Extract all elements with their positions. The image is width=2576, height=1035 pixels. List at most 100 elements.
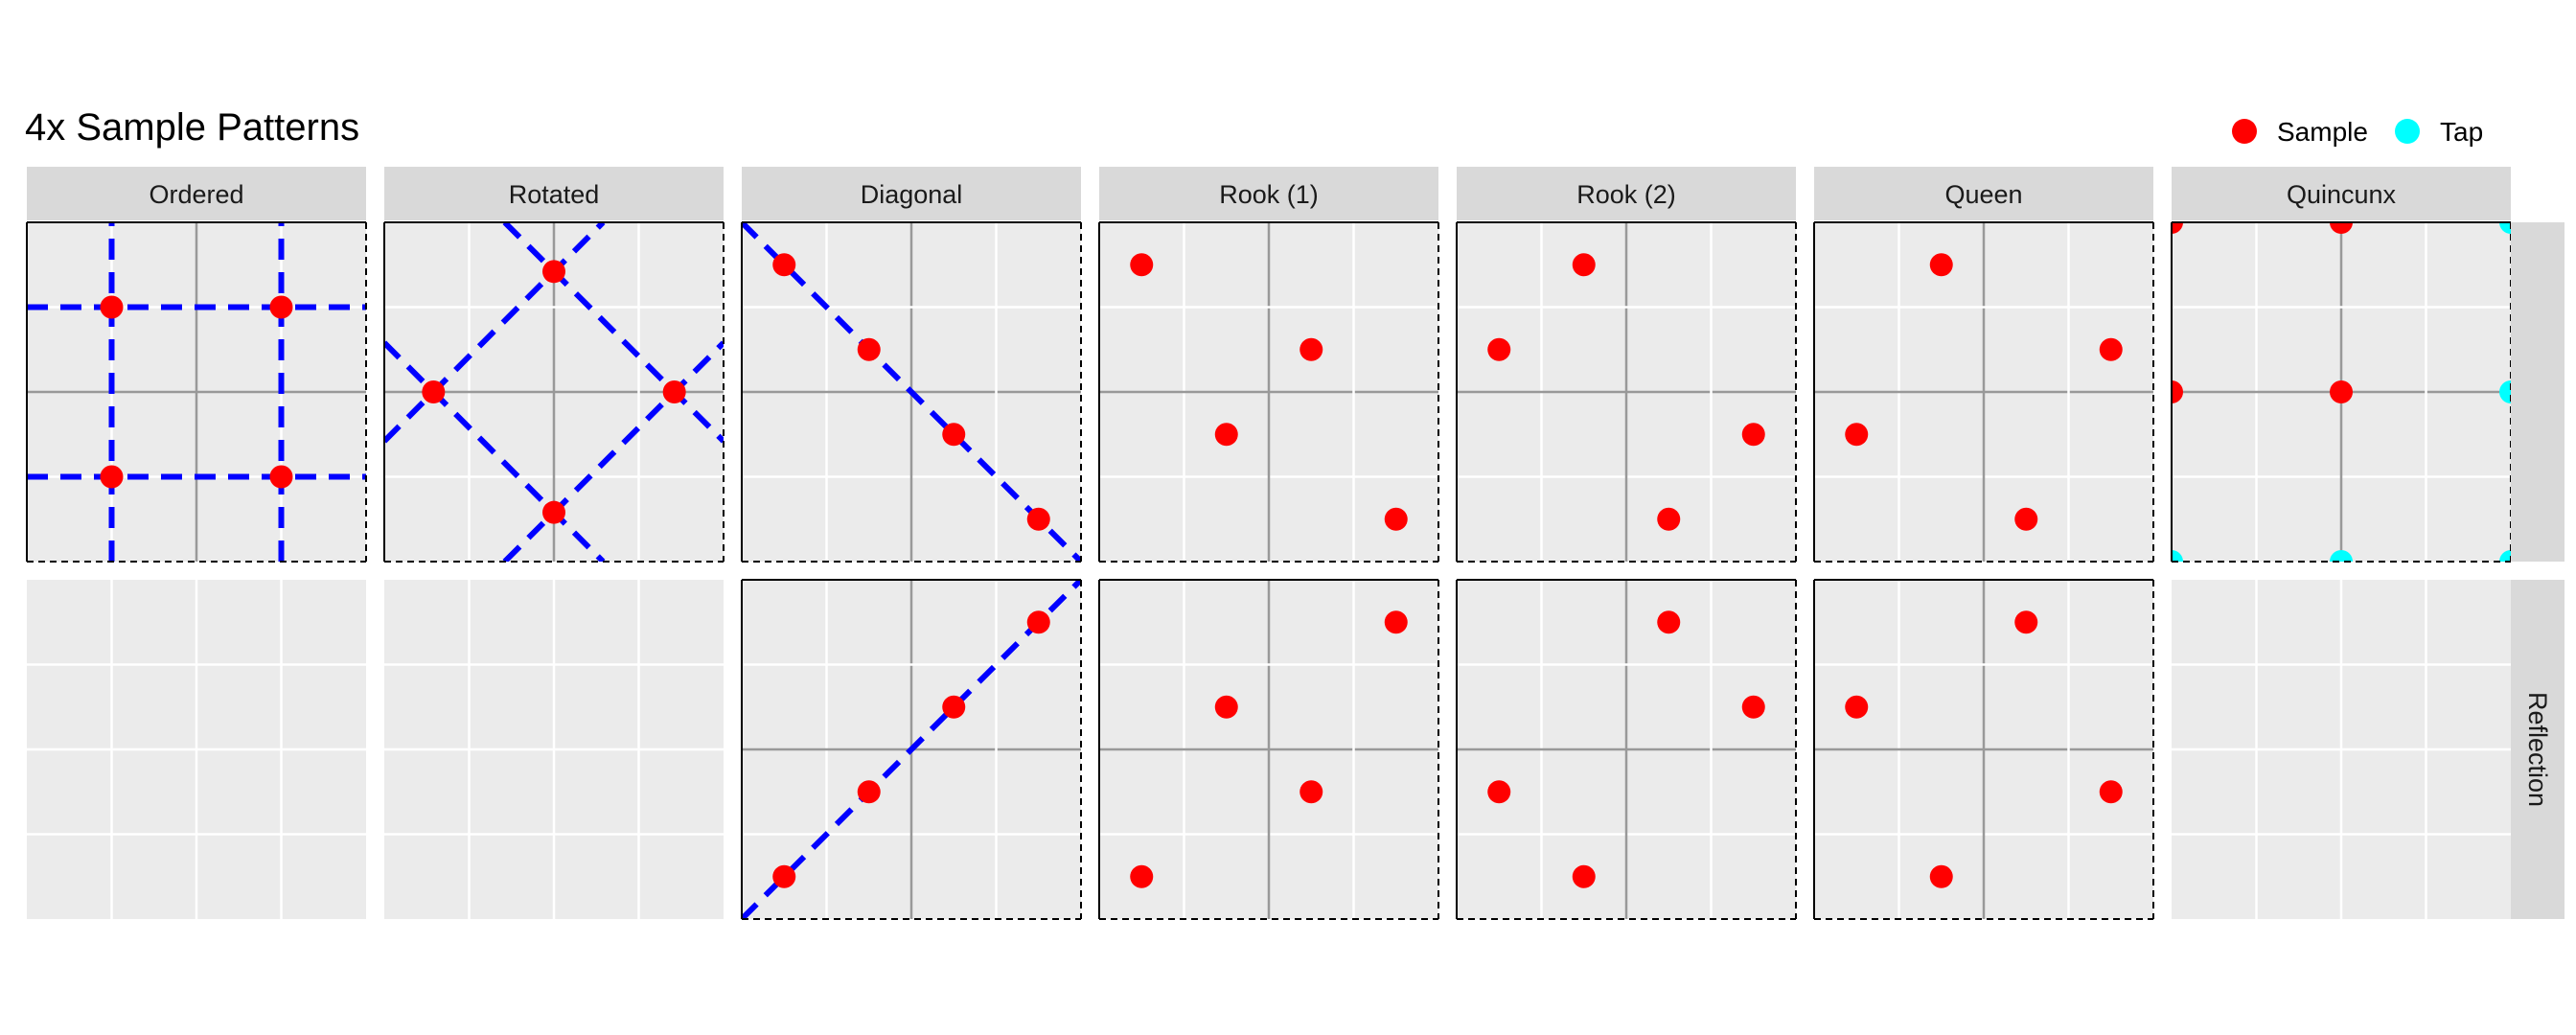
strip-label-ordered: Ordered xyxy=(149,180,243,209)
panel-rook-1-reflection-sample-point-1 xyxy=(1384,610,1408,634)
strip-label-rook-1: Rook (1) xyxy=(1219,180,1319,209)
row-strip-reflection xyxy=(2511,580,2564,919)
strip-label-diagonal: Diagonal xyxy=(861,180,963,209)
legend-label-sample: Sample xyxy=(2277,117,2368,147)
panel-quincunx-sample-point-3 xyxy=(2172,380,2183,403)
panel-rook-2-reflection-content xyxy=(1487,610,1765,888)
legend: Sample Tap xyxy=(2232,117,2483,147)
panel-rotated-sample-point-2 xyxy=(422,380,446,403)
legend-key-sample xyxy=(2232,119,2257,144)
panel-rotated-guide-line-3 xyxy=(384,340,606,562)
panel-queen-sample-point-2 xyxy=(2099,337,2123,361)
panel-rook-1-sample-point-2 xyxy=(1300,337,1323,361)
strip-label-rook-2: Rook (2) xyxy=(1576,180,1676,209)
panel-rook-2-content xyxy=(1487,253,1765,531)
panel-quincunx-tap-point-9 xyxy=(2499,550,2511,562)
panel-rook-2-sample-point-3 xyxy=(1741,423,1765,447)
panel-diagonal-sample-point-1 xyxy=(772,253,796,277)
panel-rook-2-sample-point-4 xyxy=(1657,507,1681,531)
panel-queen-reflection-sample-point-1 xyxy=(2014,610,2038,634)
panel-quincunx-content xyxy=(2172,222,2511,562)
panel-diagonal-reflection-sample-point-2 xyxy=(942,695,966,719)
strip-quincunx xyxy=(2172,167,2511,220)
strip-label-rotated: Rotated xyxy=(509,180,600,209)
panel-queen-reflection-sample-point-2 xyxy=(1845,695,1869,719)
panel-quincunx-tap-point-5 xyxy=(2499,222,2511,234)
panel-rotated-content xyxy=(384,222,724,562)
panel-quincunx xyxy=(2171,221,2512,563)
panel-queen-reflection-content xyxy=(1845,610,2123,888)
panel-queen-reflection-sample-point-4 xyxy=(1929,864,1953,888)
strip-diagonal xyxy=(742,167,1081,220)
panel-quincunx-tap-point-6 xyxy=(2499,380,2511,403)
panel-rotated-sample-point-1 xyxy=(542,260,565,284)
panel-queen-content xyxy=(1845,253,2123,531)
panel-diagonal-sample-point-4 xyxy=(1026,507,1050,531)
panel-ordered xyxy=(26,221,367,563)
panel-quincunx-tap-point-8 xyxy=(2330,550,2353,562)
panel-rook-2-reflection-sample-point-1 xyxy=(1657,610,1681,634)
panel-ordered-content xyxy=(27,222,366,562)
panel-rotated-sample-point-3 xyxy=(662,380,686,403)
panel-quincunx-tap-point-7 xyxy=(2172,550,2183,562)
panel-rook-1-sample-point-3 xyxy=(1214,423,1238,447)
panel-ordered-sample-point-4 xyxy=(269,295,293,319)
panel-ordered-sample-point-2 xyxy=(269,465,293,489)
panel-diagonal-reflection-sample-point-1 xyxy=(1026,610,1050,634)
panel-rook-1-reflection-sample-point-2 xyxy=(1214,695,1238,719)
panel-rook-1-reflection-content xyxy=(1130,610,1408,888)
panel-quincunx-sample-point-4 xyxy=(2330,380,2353,403)
panel-quincunx-sample-point-2 xyxy=(2330,222,2353,234)
strip-label-queen: Queen xyxy=(1944,180,2022,209)
panel-diagonal xyxy=(741,221,1082,563)
panel-rook-2-reflection-sample-point-4 xyxy=(1572,864,1596,888)
panel-queen-sample-point-4 xyxy=(2014,507,2038,531)
panel-rook-2-sample-point-2 xyxy=(1487,337,1511,361)
panel-diagonal-reflection-content xyxy=(742,580,1081,919)
panel-queen xyxy=(1813,221,2154,563)
panel-quincunx-reflection xyxy=(2172,580,2511,919)
panel-rook-2-reflection-sample-point-3 xyxy=(1487,780,1511,804)
panel-rook-2 xyxy=(1456,221,1797,563)
panel-diagonal-sample-point-3 xyxy=(942,423,966,447)
strip-ordered xyxy=(27,167,366,220)
panel-rook-1-sample-point-4 xyxy=(1384,507,1408,531)
facet-panels xyxy=(26,221,2512,920)
panel-rotated-reflection xyxy=(384,580,724,919)
panel-ordered-sample-point-3 xyxy=(100,295,124,319)
panel-queen-reflection xyxy=(1813,579,2154,920)
panel-rotated xyxy=(383,221,724,563)
panel-quincunx-sample-point-1 xyxy=(2172,222,2183,234)
panel-ordered-reflection xyxy=(27,580,366,919)
panel-queen-reflection-sample-point-3 xyxy=(2099,780,2123,804)
panel-diagonal-reflection-sample-point-3 xyxy=(857,780,881,804)
panel-diagonal-guide-line-1 xyxy=(742,222,1081,562)
panel-rook-2-sample-point-1 xyxy=(1572,253,1596,277)
strip-rotated xyxy=(384,167,724,220)
panel-rotated-guide-line-1 xyxy=(384,222,606,444)
strip-rook-2 xyxy=(1457,167,1796,220)
strip-label-quincunx: Quincunx xyxy=(2287,180,2397,209)
panel-rook-1-content xyxy=(1130,253,1408,531)
panel-queen-sample-point-1 xyxy=(1929,253,1953,277)
panel-ordered-sample-point-1 xyxy=(100,465,124,489)
row-strip-unlabeled xyxy=(2511,222,2564,562)
row-strip-label-reflection: Reflection xyxy=(2523,692,2552,807)
panel-diagonal-sample-point-2 xyxy=(857,337,881,361)
panel-rook-2-reflection-sample-point-2 xyxy=(1741,695,1765,719)
panel-rook-1-reflection-sample-point-4 xyxy=(1130,864,1154,888)
panel-diagonal-reflection-sample-point-4 xyxy=(772,864,796,888)
panel-rook-1-reflection-sample-point-3 xyxy=(1300,780,1323,804)
chart-title: 4x Sample Patterns xyxy=(25,106,359,149)
panel-rook-2-reflection xyxy=(1456,579,1797,920)
facet-strips: Ordered Rotated Diagonal Rook (1) Rook (2) Qu… xyxy=(27,167,2564,919)
panel-rotated-sample-point-4 xyxy=(542,500,565,524)
panel-diagonal-reflection xyxy=(741,579,1082,920)
panel-rook-1 xyxy=(1098,221,1439,563)
strip-rook-1 xyxy=(1099,167,1438,220)
panel-rotated-guide-line-4 xyxy=(502,222,724,444)
panel-rook-1-reflection xyxy=(1098,579,1439,920)
legend-key-tap xyxy=(2395,119,2420,144)
panel-diagonal-reflection-guide-line-1 xyxy=(742,580,1081,919)
